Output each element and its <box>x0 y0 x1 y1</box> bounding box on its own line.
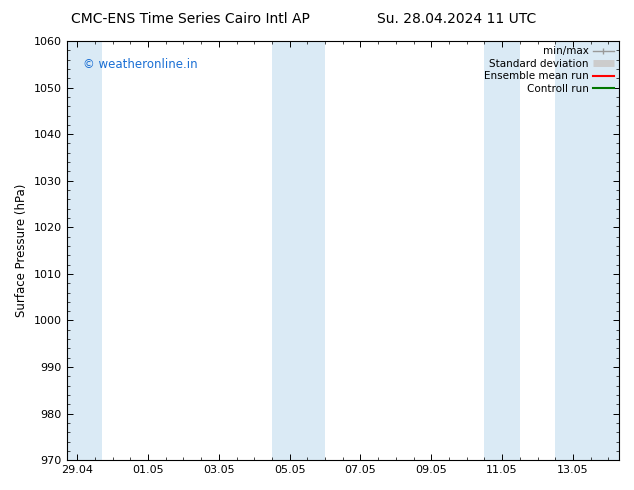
Bar <box>555 41 619 460</box>
Bar <box>67 41 102 460</box>
Legend: min/max, Standard deviation, Ensemble mean run, Controll run: min/max, Standard deviation, Ensemble me… <box>482 44 616 96</box>
Text: © weatheronline.in: © weatheronline.in <box>83 58 198 71</box>
Text: CMC-ENS Time Series Cairo Intl AP: CMC-ENS Time Series Cairo Intl AP <box>71 12 309 26</box>
Bar <box>272 41 325 460</box>
Text: Su. 28.04.2024 11 UTC: Su. 28.04.2024 11 UTC <box>377 12 536 26</box>
Bar <box>484 41 520 460</box>
Y-axis label: Surface Pressure (hPa): Surface Pressure (hPa) <box>15 184 28 318</box>
